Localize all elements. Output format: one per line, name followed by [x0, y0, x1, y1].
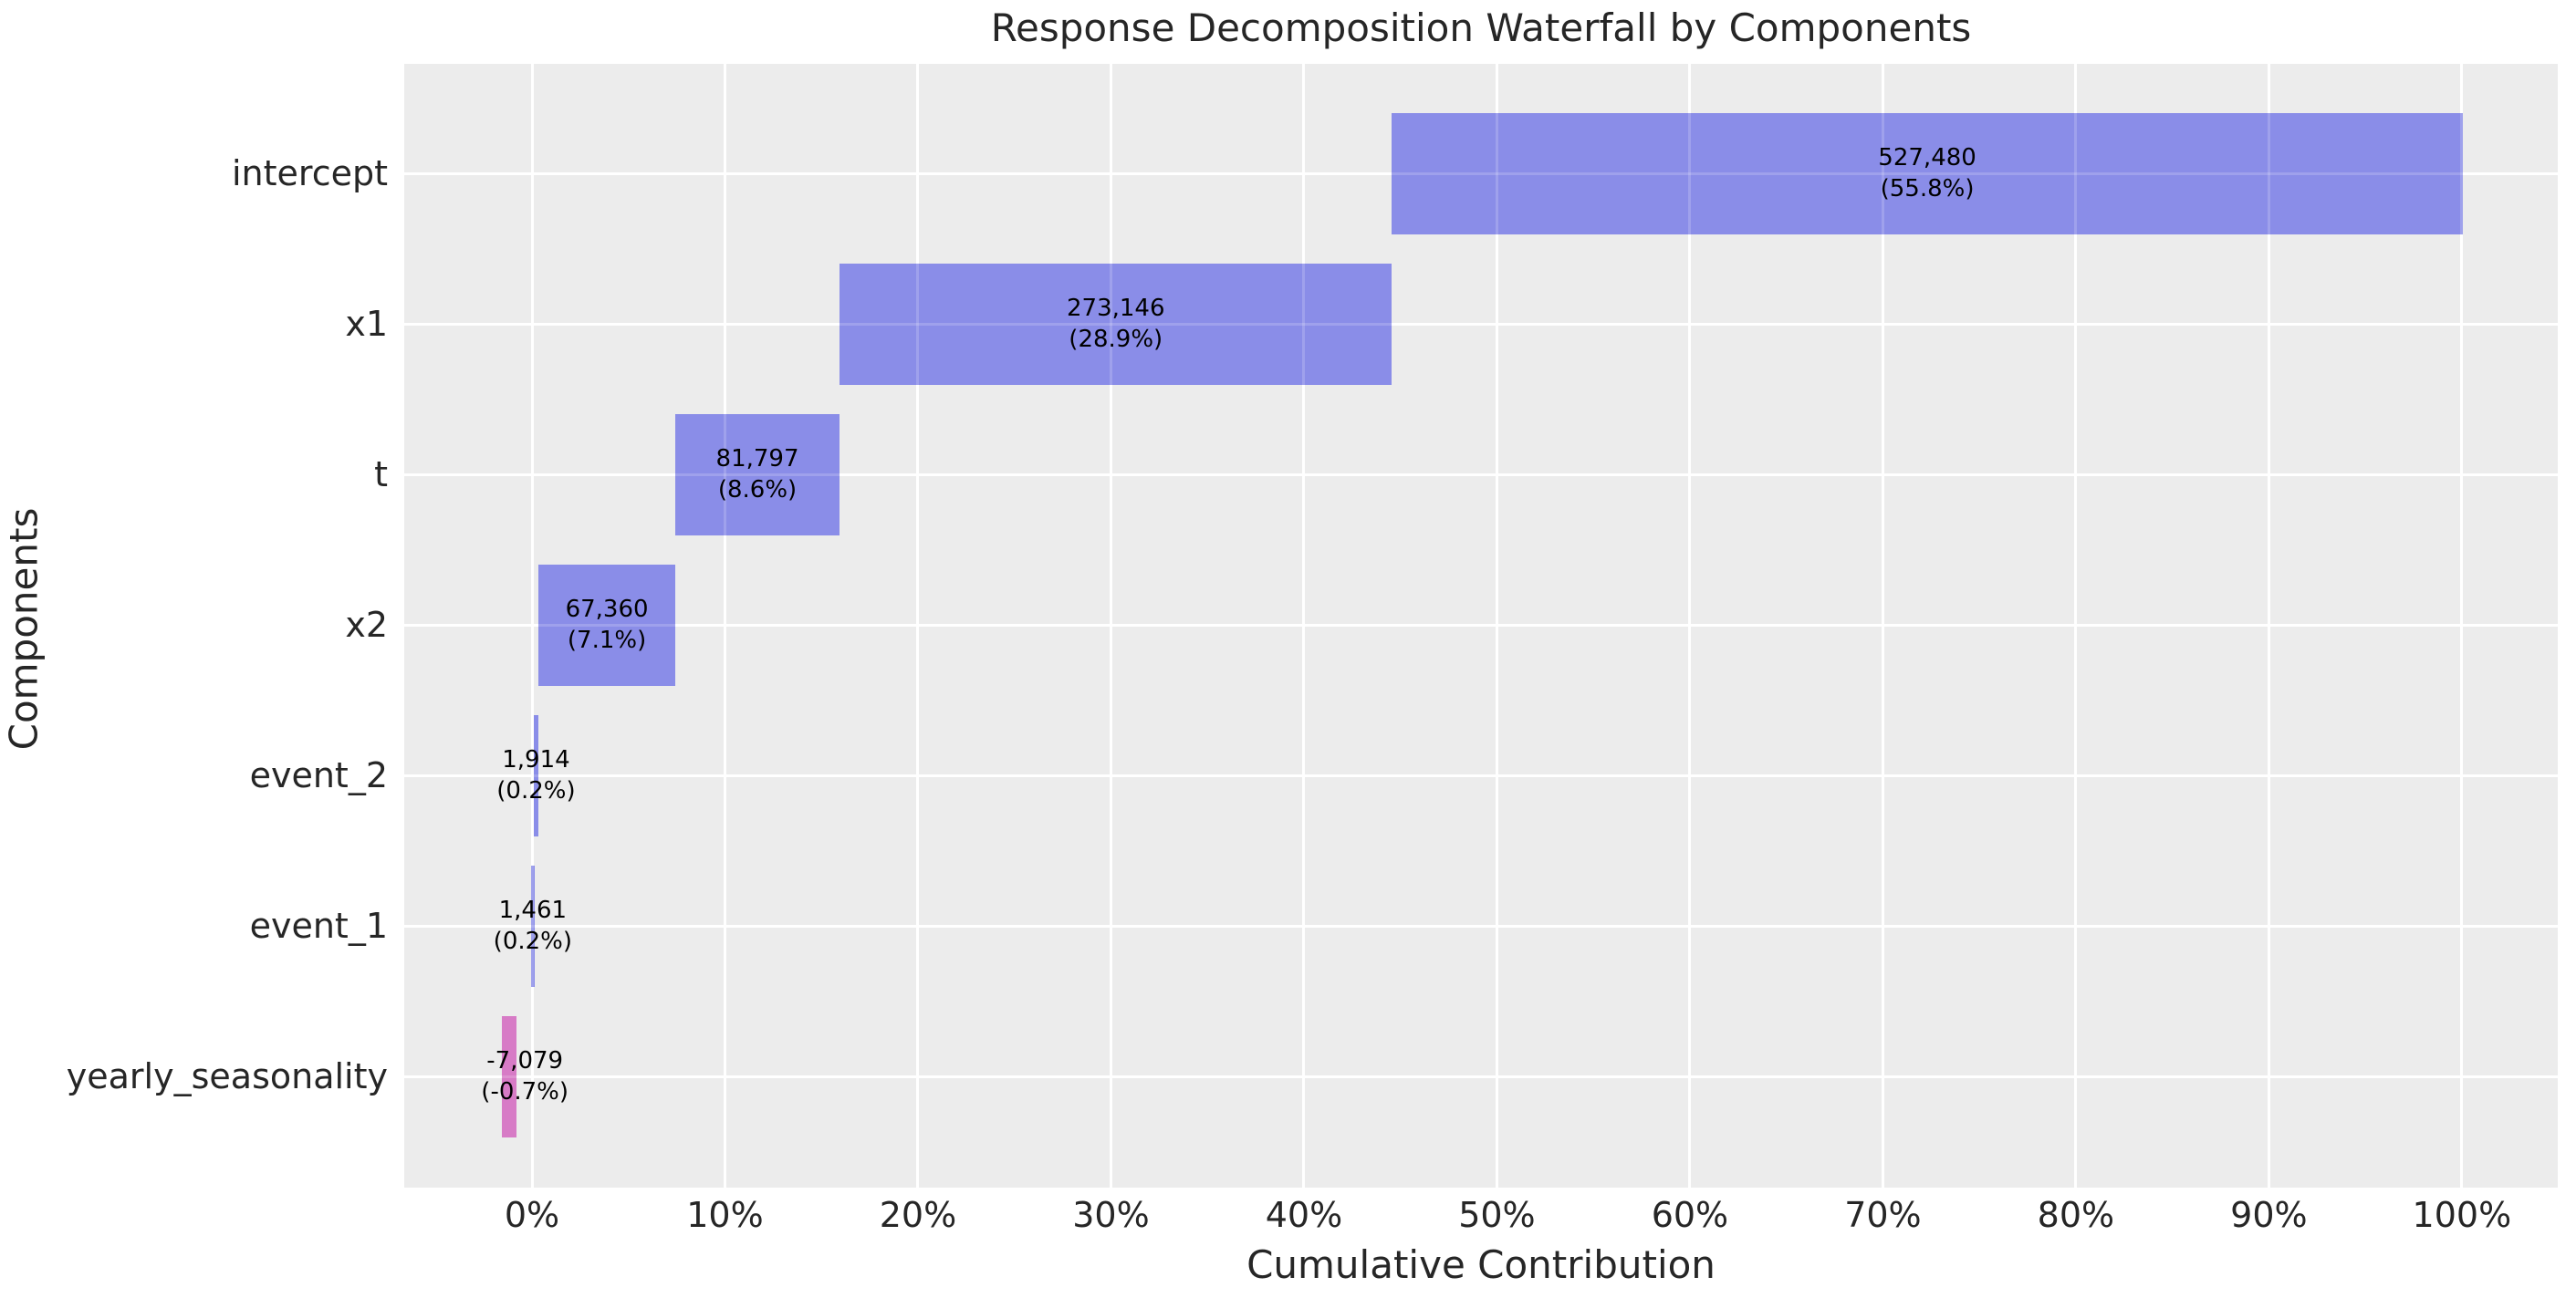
- h-gridline: [404, 472, 2558, 476]
- v-gridline-overlay: [1109, 64, 1112, 1188]
- h-gridline: [404, 924, 2558, 928]
- x-tick-label: 50%: [1458, 1195, 1536, 1235]
- v-gridline-overlay: [1302, 64, 1306, 1188]
- bar-value-label: 81,797 (8.6%): [716, 443, 799, 505]
- x-tick-label: 60%: [1651, 1195, 1729, 1235]
- bar-percent-text: (8.6%): [717, 476, 798, 504]
- x-tick-label: 40%: [1265, 1195, 1343, 1235]
- x-tick-label: 20%: [879, 1195, 957, 1235]
- h-gridline: [404, 774, 2558, 777]
- v-gridline-overlay: [1495, 64, 1498, 1188]
- bar-intercept: [1392, 112, 2463, 234]
- bar-x2: [538, 564, 675, 686]
- v-gridline-overlay: [1688, 64, 1692, 1188]
- v-gridline-overlay: [723, 64, 726, 1188]
- h-gridline-overlay: [404, 623, 2558, 627]
- v-gridline-overlay: [1881, 64, 1884, 1188]
- x-tick-label: 0%: [504, 1195, 560, 1235]
- v-gridline-overlay: [2460, 64, 2464, 1188]
- bar-x1: [840, 263, 1392, 385]
- h-gridline-overlay: [404, 1075, 2558, 1078]
- x-tick-label: 90%: [2230, 1195, 2308, 1235]
- h-gridline-overlay: [404, 472, 2558, 476]
- bar-value-label: 67,360 (7.1%): [566, 594, 649, 656]
- bar-t: [674, 413, 840, 535]
- plot-area: 527,480 (55.8%) 273,146 (28.9%) 81,797 (8.6%)…: [404, 64, 2558, 1188]
- bar-value-text: 1,461: [498, 897, 568, 924]
- y-tick-label-x2: x2: [345, 605, 388, 645]
- bar-value-label: 273,146 (28.9%): [1067, 293, 1165, 355]
- x-tick-label: 80%: [2037, 1195, 2115, 1235]
- x-tick-label: 10%: [686, 1195, 764, 1235]
- x-tick-label: 30%: [1072, 1195, 1150, 1235]
- bar-yearly_seasonality: [502, 1015, 517, 1137]
- bar-event_2: [534, 714, 538, 836]
- v-gridline-overlay: [2267, 64, 2270, 1188]
- v-gridline-overlay: [2074, 64, 2078, 1188]
- h-gridline-overlay: [404, 774, 2558, 777]
- x-tick-label: 70%: [1844, 1195, 1922, 1235]
- y-tick-label-event_2: event_2: [249, 755, 388, 795]
- h-gridline: [404, 623, 2558, 627]
- bar-value-text: 527,480: [1878, 144, 1976, 171]
- y-tick-label-intercept: intercept: [232, 153, 388, 193]
- x-tick-label: 100%: [2412, 1195, 2512, 1235]
- bar-value-text: -7,079: [486, 1047, 564, 1075]
- v-gridline-overlay: [916, 64, 920, 1188]
- bar-percent-text: (7.1%): [567, 627, 647, 654]
- bar-percent-text: (0.2%): [493, 928, 573, 955]
- bar-value-label: 1,914 (0.2%): [496, 744, 575, 806]
- chart-title: Response Decomposition Waterfall by Comp…: [990, 5, 1972, 50]
- h-gridline: [404, 1075, 2558, 1078]
- h-gridline-overlay: [404, 322, 2558, 326]
- h-gridline-overlay: [404, 171, 2558, 175]
- bar-value-label: -7,079 (-0.7%): [481, 1045, 568, 1107]
- y-tick-label-x1: x1: [345, 304, 388, 344]
- bar-percent-text: (-0.7%): [481, 1078, 569, 1106]
- v-gridline-overlay: [530, 64, 534, 1188]
- bar-percent-text: (28.9%): [1069, 326, 1163, 353]
- bar-value-text: 273,146: [1066, 295, 1165, 322]
- h-gridline-overlay: [404, 924, 2558, 928]
- y-tick-label-event_1: event_1: [249, 906, 388, 946]
- y-tick-label-yearly_seasonality: yearly_seasonality: [66, 1056, 388, 1096]
- x-axis-title: Cumulative Contribution: [1246, 1242, 1716, 1287]
- bar-value-text: 67,360: [565, 596, 649, 623]
- y-tick-label-t: t: [374, 454, 388, 494]
- bar-value-text: 81,797: [715, 445, 799, 472]
- bar-event_1: [531, 865, 535, 987]
- bar-percent-text: (0.2%): [496, 777, 576, 805]
- bar-value-label: 527,480 (55.8%): [1878, 142, 1976, 204]
- bar-value-label: 1,461 (0.2%): [494, 895, 572, 957]
- y-axis-title: Components: [1, 507, 47, 751]
- h-gridline: [404, 322, 2558, 326]
- bar-percent-text: (55.8%): [1880, 175, 1975, 202]
- bar-value-text: 1,914: [502, 746, 570, 774]
